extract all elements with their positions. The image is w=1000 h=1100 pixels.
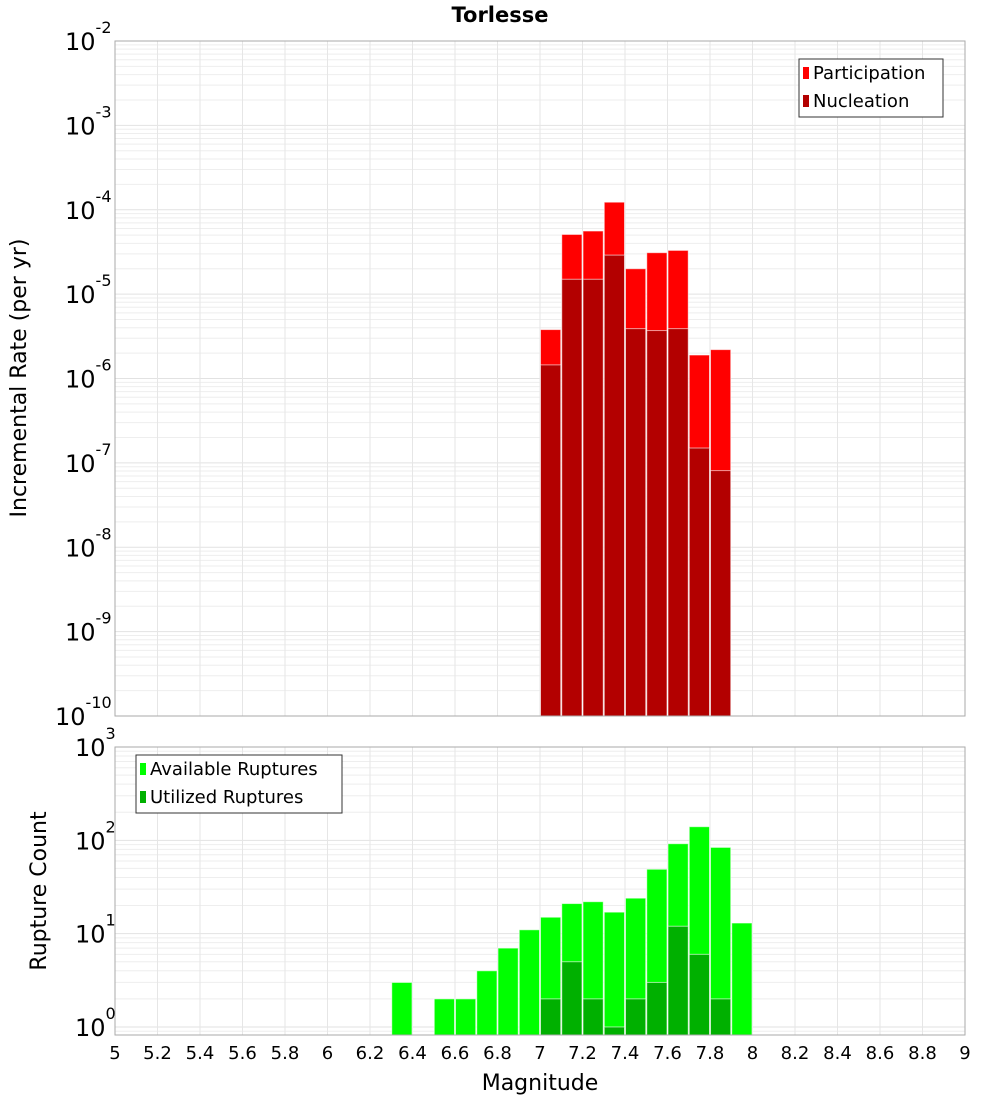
top-y-tick-label: 10-4 (65, 187, 112, 225)
bottom-plot: 103 102 101 100 Available Ruptures Utilized R… (75, 724, 971, 1064)
top-legend-swatch (803, 67, 809, 79)
x-tick-label: 8.4 (823, 1043, 852, 1064)
bottom-plot-border (114, 746, 966, 1036)
x-tick-label: 8.2 (781, 1043, 810, 1064)
top-y-tick-label: 10-8 (65, 524, 112, 562)
x-axis-label: Magnitude (482, 1071, 599, 1096)
top-plot-border (114, 40, 966, 717)
x-tick-label: 6.8 (483, 1043, 512, 1064)
bottom-bar-available-ruptures (497, 947, 519, 1036)
x-tick-label: 7.4 (611, 1043, 640, 1064)
bottom-bar-available-ruptures (391, 981, 413, 1036)
bottom-bar-available-ruptures (455, 998, 477, 1036)
x-tick-label: 9 (959, 1043, 970, 1064)
x-tick-label: 8 (747, 1043, 758, 1064)
x-tick-label: 6.4 (398, 1043, 427, 1064)
bottom-y-tick-label: 102 (75, 817, 116, 855)
top-plot: 10-2 10-3 10-4 10-5 10-6 10-7 10-8 10-9 10-10 Par… (55, 18, 966, 731)
bottom-bar-utilized-ruptures (561, 961, 583, 1036)
x-tick-label: 5.4 (186, 1043, 215, 1064)
top-y-tick-label: 10-5 (65, 271, 112, 309)
top-y-tick-label: 10-2 (65, 18, 112, 56)
bottom-legend-label: Utilized Ruptures (150, 787, 303, 808)
top-y-tick-label: 10-10 (55, 693, 112, 731)
top-legend-swatch (803, 95, 809, 107)
top-y-tick-label: 10-9 (65, 609, 112, 647)
top-legend-label: Nucleation (813, 91, 909, 112)
top-bar-nucleation (710, 470, 732, 717)
bottom-legend-label: Available Ruptures (150, 759, 318, 780)
bottom-bar-utilized-ruptures (688, 953, 710, 1036)
x-tick-label: 5.8 (271, 1043, 300, 1064)
bottom-bar-utilized-ruptures (582, 998, 604, 1036)
x-tick-label: 5 (109, 1043, 120, 1064)
x-tick-label: 7.8 (696, 1043, 725, 1064)
x-tick-label: 5.2 (143, 1043, 172, 1064)
top-y-tick-label: 10-6 (65, 356, 112, 394)
top-legend-label: Participation (813, 63, 925, 84)
bottom-legend-swatch (140, 791, 146, 803)
bottom-y-axis-label: Rupture Count (27, 811, 52, 971)
top-legend (798, 58, 944, 118)
bottom-legend-swatch (140, 763, 146, 775)
top-bar-nucleation (646, 330, 668, 717)
top-bar-nucleation (688, 447, 710, 717)
bottom-bar-utilized-ruptures (667, 925, 689, 1036)
chart-title: Torlesse (451, 3, 548, 27)
bottom-bar-available-ruptures (433, 998, 455, 1036)
bottom-y-tick-label: 100 (75, 1004, 116, 1042)
x-tick-label: 5.6 (228, 1043, 257, 1064)
x-tick-label: 6.2 (356, 1043, 385, 1064)
x-tick-label: 8.6 (866, 1043, 895, 1064)
bottom-bar-utilized-ruptures (646, 981, 668, 1036)
top-bar-nucleation (603, 254, 625, 717)
bottom-bar-available-ruptures (731, 922, 753, 1036)
bottom-bar-available-ruptures (603, 911, 625, 1036)
top-bar-nucleation (540, 364, 562, 717)
bottom-y-tick-label: 103 (75, 724, 116, 762)
bottom-bar-available-ruptures (476, 970, 498, 1036)
bottom-bar-utilized-ruptures (710, 998, 732, 1036)
top-bar-nucleation (667, 328, 689, 717)
bottom-bar-utilized-ruptures (540, 998, 562, 1036)
bottom-bar-utilized-ruptures (603, 1026, 625, 1036)
x-tick-label: 6 (322, 1043, 333, 1064)
top-bar-nucleation (561, 278, 583, 717)
bottom-legend (135, 754, 343, 814)
top-bar-nucleation (625, 328, 647, 717)
bottom-bar-utilized-ruptures (625, 998, 647, 1036)
x-tick-label: 7.6 (653, 1043, 682, 1064)
bottom-bar-available-ruptures (518, 929, 540, 1036)
top-bar-nucleation (582, 278, 604, 717)
x-tick-label: 8.8 (908, 1043, 937, 1064)
top-y-tick-label: 10-3 (65, 102, 112, 140)
top-y-tick-label: 10-7 (65, 440, 112, 478)
x-tick-label: 7 (534, 1043, 545, 1064)
top-y-axis-label: Incremental Rate (per yr) (7, 239, 32, 518)
x-tick-label: 6.6 (441, 1043, 470, 1064)
x-tick-label: 7.2 (568, 1043, 597, 1064)
bottom-y-tick-label: 101 (75, 911, 116, 949)
